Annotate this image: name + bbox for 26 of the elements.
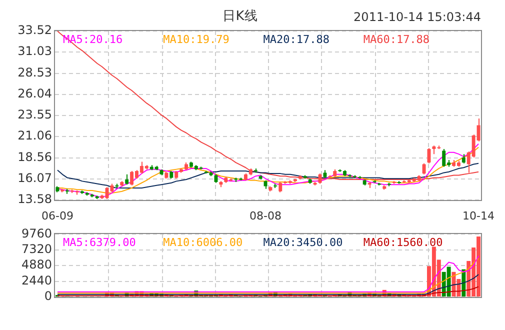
y-tick-label: 21.06 — [18, 128, 52, 143]
y-tick-label: 23.55 — [18, 108, 52, 122]
y-tick-label: 31.03 — [18, 44, 52, 58]
text: MA60:1560.00 — [363, 236, 443, 250]
text: MA10:19.79 — [163, 33, 230, 46]
y-tick-label: 2440 — [21, 273, 52, 288]
y-tick-label: 0 — [44, 289, 52, 304]
y-tick-label: 4880 — [21, 258, 52, 272]
y-tick-label: 16.07 — [18, 171, 52, 186]
text: MA20:3450.00 — [263, 236, 343, 250]
text: MA5:6379.00 — [63, 236, 136, 250]
y-tick-label: 26.04 — [18, 86, 52, 101]
chart-subtitle: 2011-10-14 15:03:44 — [354, 10, 481, 24]
chart-title: 日K线 — [222, 9, 258, 24]
y-tick-label: 7320 — [21, 242, 52, 256]
x-tick-label: 06-09 — [41, 209, 74, 222]
y-tick-label: 9760 — [21, 226, 52, 240]
y-tick-label: 33.52 — [18, 23, 52, 38]
text: MA10:6006.00 — [163, 236, 243, 250]
text: MA20:17.88 — [263, 33, 330, 46]
y-tick-label: 13.58 — [18, 192, 52, 206]
x-tick-label: 10-14 — [462, 209, 495, 222]
x-tick-label: 08-08 — [250, 209, 282, 222]
y-tick-label: 18.56 — [18, 150, 52, 164]
y-tick-label: 28.53 — [18, 65, 52, 80]
text: MA60:17.88 — [363, 33, 430, 46]
